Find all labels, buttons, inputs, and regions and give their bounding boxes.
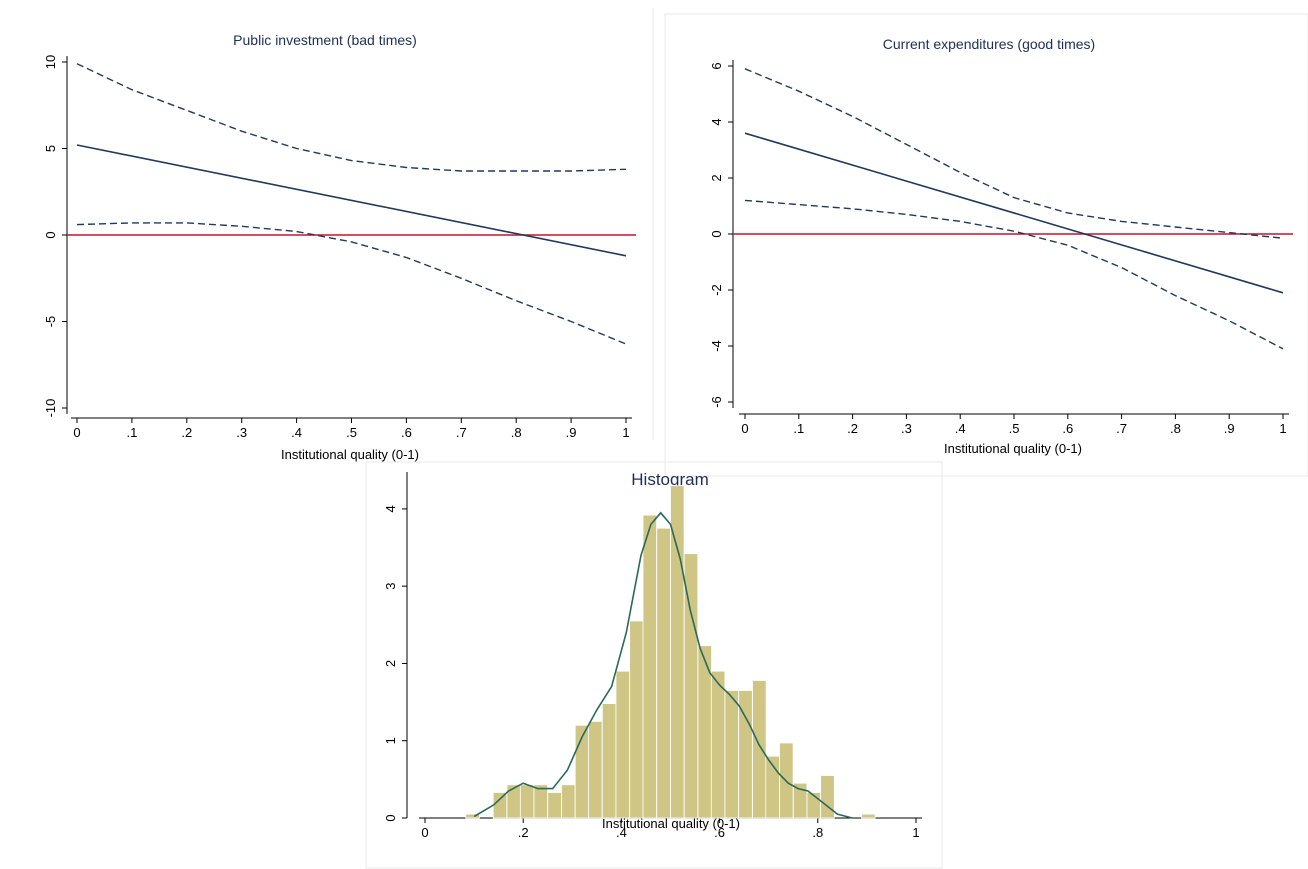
- histogram-bar: [670, 485, 685, 819]
- histogram-bar: [724, 690, 740, 819]
- plot-histogram: 0 .2 .4 .6 .8 1 0 1 2 3 4: [383, 472, 922, 840]
- x-tick-label: .8: [1170, 421, 1181, 436]
- x-tick-label: .6: [401, 425, 412, 440]
- y-tick-label: -2: [709, 284, 724, 296]
- x-tick-label: 1: [622, 425, 629, 440]
- y-tick-label: -4: [709, 340, 724, 352]
- plot-public-investment: 0 .1 .2 .3 .4 .5 .6 .7 .8 .9 1 -10 -5 0 5 10: [43, 55, 636, 440]
- x-tick-label: .8: [812, 825, 823, 840]
- histogram-bar: [752, 680, 767, 819]
- chart-title-current-expenditures: Current expenditures (good times): [883, 36, 1095, 52]
- y-tick-label: 6: [709, 62, 724, 69]
- histogram-bar: [492, 792, 508, 819]
- x-axis-label-public-investment: Institutional quality (0-1): [281, 447, 419, 462]
- histogram-bar: [601, 703, 617, 819]
- marginal-effect-line: [76, 144, 627, 257]
- histogram-bar: [642, 514, 658, 819]
- y-tick-label: -10: [43, 399, 58, 418]
- x-tick-label: .2: [181, 425, 192, 440]
- x-tick-label: .7: [1116, 421, 1127, 436]
- y-tick-label: 0: [709, 230, 724, 237]
- lower-confidence-line: [744, 199, 1284, 350]
- y-tick-label: 4: [709, 118, 724, 125]
- x-tick-label: .9: [1224, 421, 1235, 436]
- x-tick-label: .5: [1009, 421, 1020, 436]
- histogram-bar: [710, 670, 726, 819]
- histogram-bar: [561, 784, 576, 819]
- histogram-bar: [629, 620, 644, 819]
- x-tick-label: .3: [901, 421, 912, 436]
- x-tick-label: 0: [73, 425, 80, 440]
- x-axis-label-histogram: Institutional quality (0-1): [602, 816, 740, 831]
- y-tick-label: 5: [43, 145, 58, 152]
- histogram-bar: [506, 784, 522, 819]
- y-tick-label: 2: [709, 174, 724, 181]
- upper-confidence-line: [744, 68, 1284, 239]
- x-axis-label-current-expenditures: Institutional quality (0-1): [944, 441, 1082, 456]
- y-tick-label: 10: [43, 55, 58, 69]
- x-tick-label: .8: [511, 425, 522, 440]
- y-tick-label: -5: [43, 316, 58, 328]
- x-tick-label: .6: [714, 825, 725, 840]
- panel-public-investment: [0, 0, 653, 460]
- histogram-bar: [820, 775, 835, 819]
- x-tick-label: .1: [793, 421, 804, 436]
- x-tick-label: .4: [291, 425, 302, 440]
- histogram-bar: [656, 527, 671, 819]
- y-tick-label: 1: [383, 737, 398, 744]
- histogram-bar: [533, 784, 549, 819]
- x-tick-label: .2: [847, 421, 858, 436]
- panel-current-expenditures: [664, 13, 1308, 477]
- x-tick-label: .4: [955, 421, 966, 436]
- y-tick-label: 2: [383, 660, 398, 667]
- y-tick-label: 4: [383, 505, 398, 512]
- histogram-bar: [861, 813, 876, 819]
- histogram-bar: [547, 792, 562, 819]
- x-tick-label: 1: [1279, 421, 1286, 436]
- x-tick-label: .9: [566, 425, 577, 440]
- histogram-bar: [574, 724, 590, 819]
- y-tick-label: 0: [43, 231, 58, 238]
- histogram-bar: [519, 784, 535, 819]
- x-tick-label: .7: [456, 425, 467, 440]
- x-tick-label: 0: [741, 421, 748, 436]
- kernel-density-line: [473, 511, 853, 819]
- lower-confidence-line: [76, 222, 627, 345]
- x-tick-label: 0: [421, 825, 428, 840]
- x-tick-label: .4: [616, 825, 627, 840]
- marginal-effect-line: [744, 132, 1284, 294]
- histogram-bar: [615, 670, 631, 819]
- chart-title-histogram: Histogram: [631, 470, 708, 489]
- x-tick-label: .5: [346, 425, 357, 440]
- y-tick-label: 3: [383, 583, 398, 590]
- histogram-bar: [465, 813, 480, 819]
- x-tick-label: .2: [518, 825, 529, 840]
- x-tick-label: .3: [236, 425, 247, 440]
- histogram-bar: [588, 721, 603, 819]
- y-tick-label: -6: [709, 396, 724, 408]
- panel-histogram: [365, 461, 943, 869]
- y-tick-label: 0: [383, 814, 398, 821]
- x-tick-label: .1: [126, 425, 137, 440]
- x-tick-label: .6: [1062, 421, 1073, 436]
- upper-confidence-line: [76, 63, 627, 172]
- x-tick-label: 1: [912, 825, 919, 840]
- chart-title-public-investment: Public investment (bad times): [233, 32, 417, 48]
- plot-current-expenditures: 0 .1 .2 .3 .4 .5 .6 .7 .8 .9 1 -6 -4 -2 0 2 4 6: [709, 60, 1293, 436]
